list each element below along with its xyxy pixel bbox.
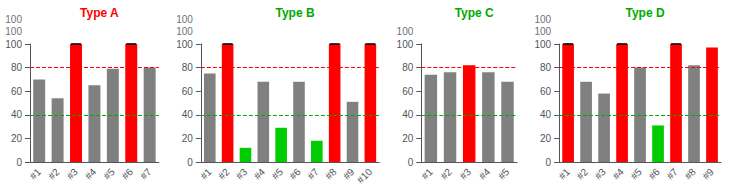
- svg-text:80: 80: [540, 62, 552, 73]
- svg-text:#3: #3: [64, 166, 80, 182]
- svg-text:#6: #6: [120, 166, 136, 182]
- svg-text:#2: #2: [574, 166, 590, 182]
- svg-text:0: 0: [187, 157, 193, 168]
- svg-text:100: 100: [5, 26, 22, 37]
- svg-text:20: 20: [402, 133, 414, 144]
- svg-text:#3: #3: [457, 166, 473, 182]
- svg-text:0: 0: [408, 157, 414, 168]
- svg-text:60: 60: [182, 86, 194, 97]
- svg-text:40: 40: [11, 109, 23, 120]
- svg-text:100: 100: [534, 39, 551, 50]
- svg-text:40: 40: [402, 109, 414, 120]
- svg-text:20: 20: [182, 133, 194, 144]
- svg-text:Type C: Type C: [455, 6, 494, 20]
- svg-text:100: 100: [397, 26, 414, 37]
- svg-text:100: 100: [5, 14, 22, 25]
- svg-text:20: 20: [11, 133, 23, 144]
- svg-text:#6: #6: [646, 166, 662, 182]
- svg-text:100: 100: [5, 39, 22, 50]
- svg-text:#6: #6: [287, 166, 303, 182]
- svg-text:#2: #2: [438, 166, 454, 182]
- svg-text:100: 100: [176, 14, 193, 25]
- svg-text:#5: #5: [628, 166, 644, 182]
- svg-text:#7: #7: [664, 166, 680, 182]
- svg-text:#1: #1: [27, 166, 43, 182]
- svg-text:60: 60: [11, 86, 23, 97]
- svg-text:#8: #8: [323, 166, 339, 182]
- svg-text:60: 60: [402, 86, 414, 97]
- svg-text:#8: #8: [682, 166, 698, 182]
- svg-text:#3: #3: [234, 166, 250, 182]
- svg-text:#2: #2: [216, 166, 232, 182]
- svg-text:0: 0: [16, 157, 22, 168]
- svg-text:100: 100: [176, 39, 193, 50]
- svg-text:#5: #5: [269, 166, 285, 182]
- svg-text:80: 80: [182, 62, 194, 73]
- svg-text:#1: #1: [556, 166, 572, 182]
- svg-text:#9: #9: [700, 166, 716, 182]
- svg-text:Type D: Type D: [625, 6, 664, 20]
- svg-text:100: 100: [534, 14, 551, 25]
- svg-text:#3: #3: [592, 166, 608, 182]
- svg-text:100: 100: [176, 26, 193, 37]
- svg-text:#4: #4: [610, 166, 626, 182]
- svg-text:40: 40: [540, 109, 552, 120]
- svg-text:#5: #5: [101, 166, 117, 182]
- svg-text:Type B: Type B: [276, 6, 315, 20]
- svg-text:20: 20: [540, 133, 552, 144]
- svg-text:#9: #9: [341, 166, 357, 182]
- svg-text:100: 100: [397, 39, 414, 50]
- svg-text:80: 80: [11, 62, 23, 73]
- svg-text:0: 0: [546, 157, 552, 168]
- svg-text:#1: #1: [419, 166, 435, 182]
- svg-text:40: 40: [182, 109, 194, 120]
- svg-text:#5: #5: [496, 166, 512, 182]
- svg-text:#1: #1: [198, 166, 214, 182]
- svg-text:100: 100: [534, 26, 551, 37]
- svg-text:#2: #2: [46, 166, 62, 182]
- svg-text:#4: #4: [83, 166, 99, 182]
- svg-text:#7: #7: [138, 166, 154, 182]
- svg-text:#7: #7: [305, 166, 321, 182]
- svg-text:#4: #4: [477, 166, 493, 182]
- svg-text:60: 60: [540, 86, 552, 97]
- svg-text:80: 80: [402, 62, 414, 73]
- svg-text:Type A: Type A: [80, 6, 119, 20]
- svg-text:#10: #10: [355, 166, 375, 186]
- svg-text:#4: #4: [252, 166, 268, 182]
